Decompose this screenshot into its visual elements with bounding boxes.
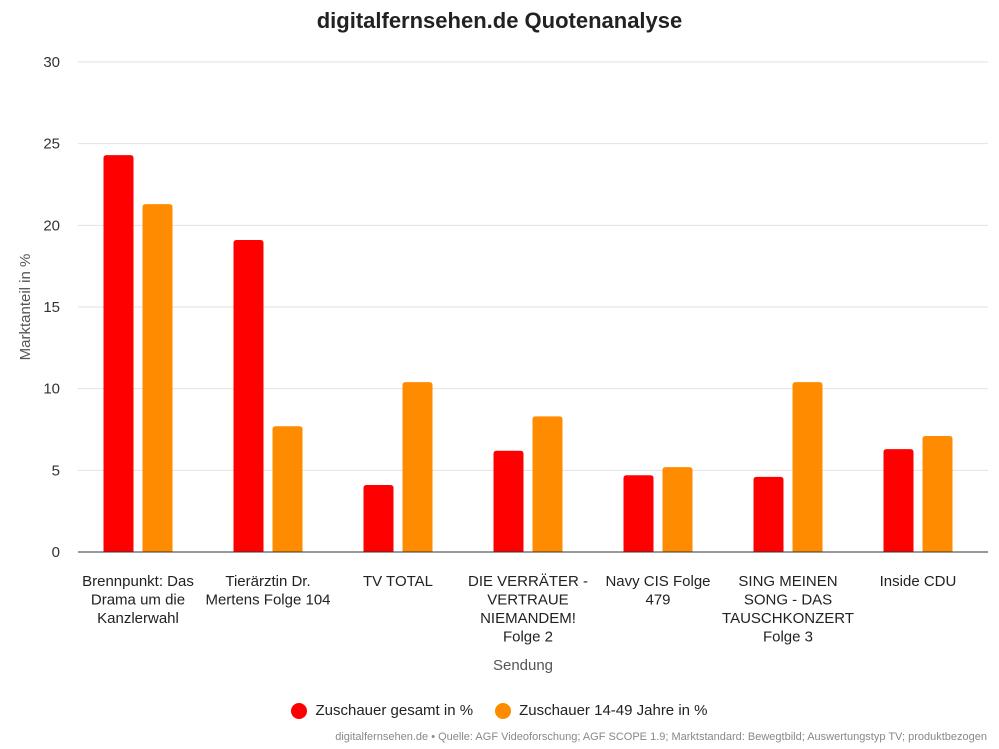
x-category-label: Brennpunkt: Das Drama um die Kanzlerwahl: [82, 573, 194, 627]
gridlines: [78, 61, 988, 471]
bar-gesamt[interactable]: [883, 449, 914, 552]
y-tick-label: 20: [43, 217, 60, 234]
x-category-label: Inside CDU: [880, 573, 957, 590]
legend: Zuschauer gesamt in % Zuschauer 14-49 Ja…: [0, 702, 999, 719]
y-tick-label: 15: [43, 299, 60, 316]
bar-gesamt[interactable]: [753, 476, 784, 552]
legend-item-14-49[interactable]: Zuschauer 14-49 Jahre in %: [495, 702, 708, 719]
bar-14-49[interactable]: [402, 382, 433, 552]
legend-swatch-gesamt: [291, 702, 308, 719]
bar-14-49[interactable]: [142, 204, 173, 552]
legend-label-gesamt: Zuschauer gesamt in %: [315, 702, 474, 719]
bar-14-49[interactable]: [792, 382, 823, 552]
bar-gesamt[interactable]: [493, 450, 524, 552]
legend-label-14-49: Zuschauer 14-49 Jahre in %: [519, 702, 708, 719]
bar-gesamt[interactable]: [623, 475, 654, 552]
y-tick-label: 25: [43, 136, 60, 153]
bars: [103, 155, 953, 553]
y-tick-label: 5: [52, 462, 60, 479]
y-axis-ticks: 0 5 10 15 20 25 30: [43, 54, 60, 561]
bar-gesamt[interactable]: [103, 155, 134, 552]
bar-14-49[interactable]: [662, 467, 693, 552]
bar-14-49[interactable]: [272, 426, 303, 552]
y-tick-label: 0: [52, 544, 60, 561]
x-category-label: Navy CIS Folge 479: [605, 573, 710, 609]
x-axis-labels: Brennpunkt: Das Drama um die Kanzlerwahl Ti…: [82, 573, 956, 646]
y-axis-title: Marktanteil in %: [17, 254, 34, 361]
x-category-label: DIE VERRÄTER -VERTRAUE NIEMANDEM! Folge 2: [468, 573, 588, 646]
x-category-label: TV TOTAL: [363, 573, 433, 590]
bar-gesamt[interactable]: [363, 485, 394, 552]
bar-14-49[interactable]: [532, 416, 563, 552]
y-tick-label: 10: [43, 381, 60, 398]
x-category-label: SING MEINEN SONG - DAS TAUSCHKONZERT Folge …: [722, 573, 854, 646]
bar-14-49[interactable]: [922, 436, 953, 552]
legend-item-gesamt[interactable]: Zuschauer gesamt in %: [291, 702, 473, 719]
x-category-label: Tierärztin Dr. Mertens Folge 104: [205, 573, 330, 609]
source-note: digitalfernsehen.de • Quelle: AGF Videof…: [335, 731, 987, 743]
bar-gesamt[interactable]: [233, 240, 264, 553]
x-axis-title: Sendung: [493, 657, 553, 674]
chart-title: digitalfernsehen.de Quotenanalyse: [316, 8, 683, 33]
y-tick-label: 30: [43, 54, 60, 71]
legend-swatch-14-49: [495, 702, 512, 719]
